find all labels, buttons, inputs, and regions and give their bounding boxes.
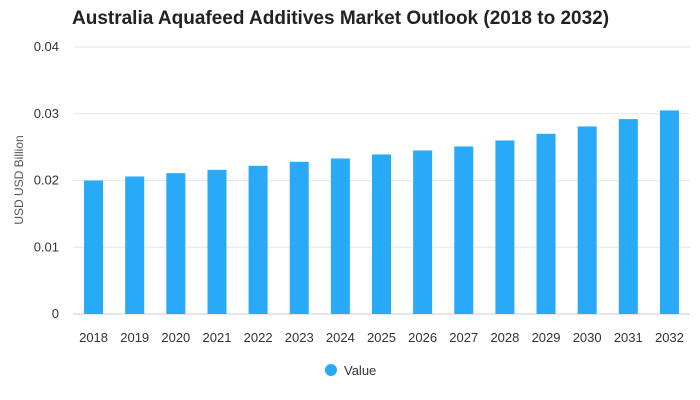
y-tick-label: 0.04: [34, 39, 59, 54]
y-tick-label: 0: [52, 306, 59, 321]
bar-2025[interactable]: [372, 154, 391, 314]
legend-marker-value: [325, 364, 337, 376]
bar-2020[interactable]: [166, 173, 186, 314]
bar-2022[interactable]: [248, 165, 268, 314]
y-axis-label: USD USD Billion: [12, 135, 26, 224]
bar-2030[interactable]: [577, 126, 597, 315]
legend[interactable]: Value: [325, 363, 376, 378]
bar-2031[interactable]: [618, 119, 638, 314]
bar-2024[interactable]: [330, 158, 350, 314]
x-tick-label: 2025: [367, 330, 396, 345]
x-tick-label: 2030: [573, 330, 602, 345]
bar-2029[interactable]: [536, 133, 556, 314]
x-tick-label: 2022: [244, 330, 273, 345]
bar-2032[interactable]: [659, 110, 679, 314]
x-tick-label: 2028: [490, 330, 519, 345]
bar-2027[interactable]: [454, 146, 474, 314]
x-tick-label: 2023: [285, 330, 314, 345]
bar-2021[interactable]: [207, 169, 227, 314]
bar-2023[interactable]: [289, 161, 309, 314]
x-tick-label: 2029: [532, 330, 561, 345]
chart-title: Australia Aquafeed Additives Market Outl…: [72, 8, 610, 29]
bars: [84, 110, 679, 315]
bar-2019[interactable]: [125, 176, 145, 314]
bar-2018[interactable]: [84, 180, 104, 315]
bar-2028[interactable]: [495, 140, 515, 314]
y-tick-label: 0.03: [34, 106, 59, 121]
y-axis-ticks: 0 0.01 0.02 0.03 0.04: [34, 39, 59, 321]
x-tick-label: 2032: [655, 330, 684, 345]
bar-2026[interactable]: [413, 150, 433, 314]
x-tick-label: 2019: [120, 330, 149, 345]
x-tick-label: 2020: [161, 330, 190, 345]
x-tick-label: 2026: [408, 330, 437, 345]
x-tick-label: 2018: [79, 330, 108, 345]
x-tick-label: 2024: [326, 330, 355, 345]
x-tick-label: 2021: [203, 330, 232, 345]
y-tick-label: 0.02: [34, 173, 59, 188]
x-tick-label: 2031: [614, 330, 643, 345]
legend-label-value: Value: [344, 363, 376, 378]
y-tick-label: 0.01: [34, 239, 59, 254]
x-axis-ticks: 2018 2019 2020 2021 2022 2023 2024 2025 2026 2027…: [79, 330, 684, 345]
x-tick-label: 2027: [449, 330, 478, 345]
